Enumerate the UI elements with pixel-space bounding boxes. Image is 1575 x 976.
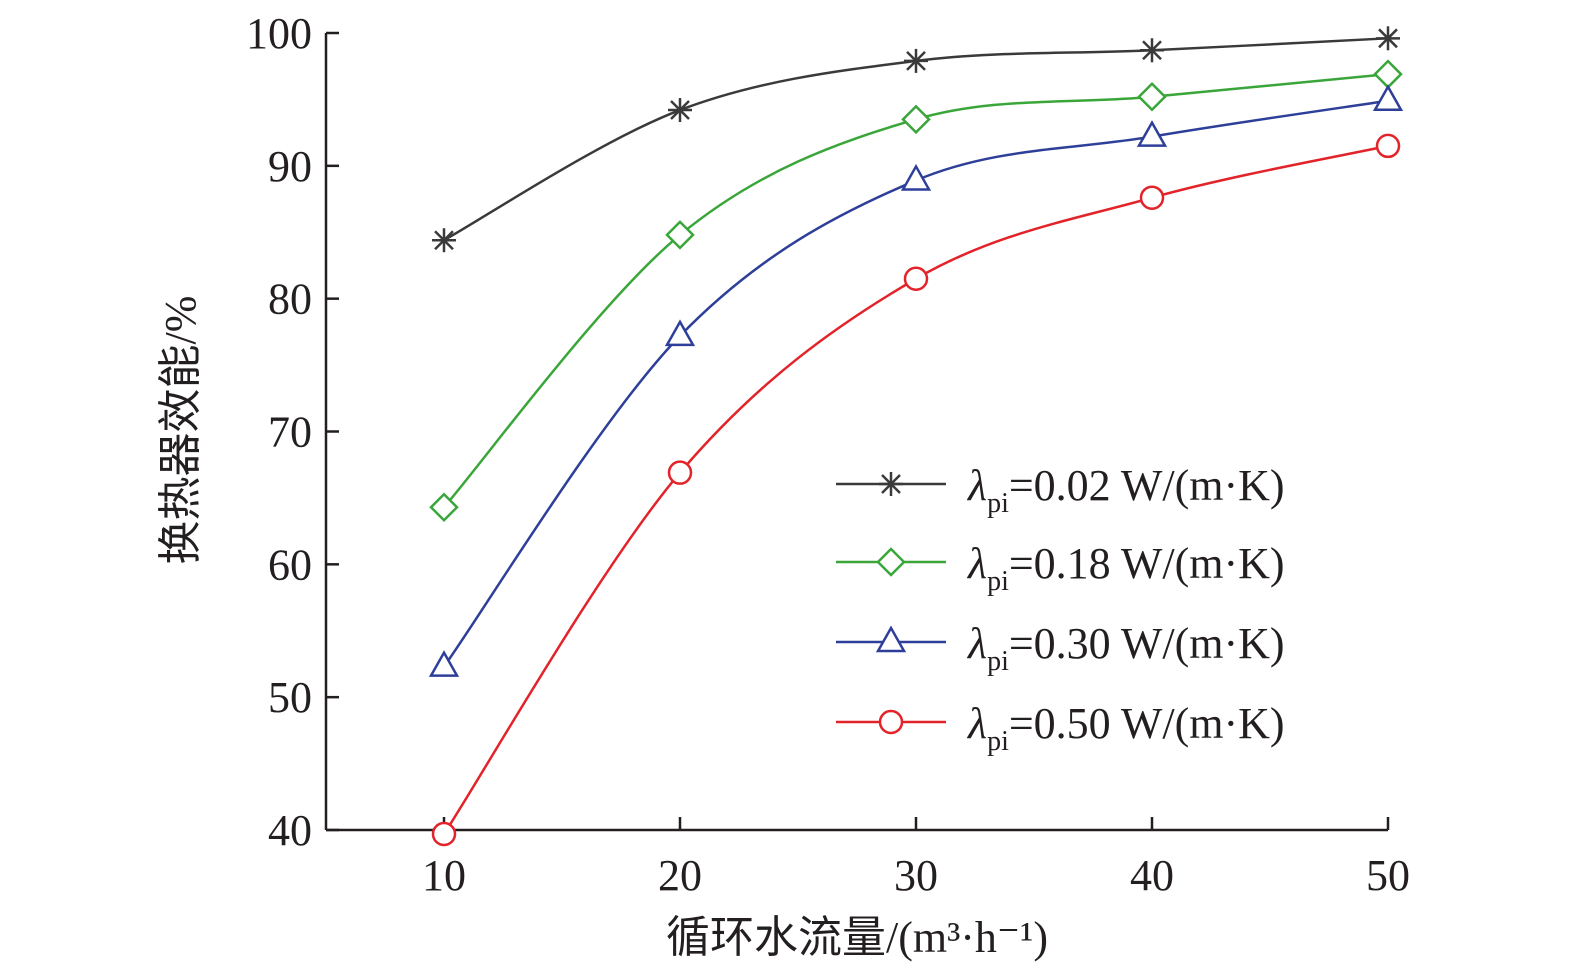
circle-marker <box>878 709 904 735</box>
series-line <box>443 72 1389 509</box>
y-tick-label: 40 <box>268 806 312 855</box>
series-3 <box>431 133 1401 847</box>
y-tick-label: 50 <box>268 673 312 722</box>
diamond-marker <box>901 104 931 135</box>
y-tick-label: 100 <box>246 9 312 58</box>
series-line <box>442 99 1389 668</box>
y-axis-title: 换热器效能/% <box>156 296 205 565</box>
diamond-marker <box>1137 81 1167 112</box>
legend-label: λpi=0.30 W/(m·K) <box>966 619 1285 677</box>
series-0 <box>432 26 1400 253</box>
series-line <box>442 144 1389 835</box>
asterisk-marker <box>668 98 692 123</box>
y-tick-label: 90 <box>268 142 312 191</box>
circle-marker <box>431 821 457 847</box>
x-tick-label: 40 <box>1130 851 1174 900</box>
x-tick-label: 20 <box>658 851 702 900</box>
y-tick-label: 70 <box>268 408 312 457</box>
series-layer <box>428 26 1404 847</box>
diamond-marker <box>1373 59 1403 89</box>
asterisk-marker <box>1140 38 1164 63</box>
axes: 40 50 60 70 80 90 100 10 20 30 40 50 <box>246 9 1410 900</box>
diamond-marker <box>665 220 695 250</box>
y-tick-label: 60 <box>268 540 312 589</box>
legend-label: λpi=0.18 W/(m·K) <box>966 539 1285 597</box>
circle-marker <box>903 266 929 291</box>
x-tick-label: 30 <box>894 851 938 900</box>
legend-entry: λpi=0.50 W/(m·K) <box>836 699 1285 757</box>
triangle-marker <box>900 163 932 191</box>
circle-marker <box>1139 185 1165 210</box>
asterisk-marker <box>904 48 928 73</box>
legend-label: λpi=0.50 W/(m·K) <box>966 699 1285 757</box>
triangle-marker <box>1372 84 1404 111</box>
y-tick-label: 80 <box>268 275 312 324</box>
diamond-marker <box>429 492 459 522</box>
diamond-marker <box>876 547 906 577</box>
x-axis-title: 循环水流量/(m³·h⁻¹) <box>666 913 1048 962</box>
legend: λpi=0.02 W/(m·K) λpi=0.18 W/(m·K) λpi=0.30… <box>836 461 1285 757</box>
legend-label: λpi=0.02 W/(m·K) <box>966 461 1285 519</box>
asterisk-marker <box>1376 26 1400 51</box>
series-2 <box>428 84 1404 677</box>
series-1 <box>429 59 1403 522</box>
triangle-marker <box>1136 120 1168 147</box>
triangle-marker <box>428 650 460 677</box>
legend-entry: λpi=0.30 W/(m·K) <box>836 619 1285 677</box>
triangle-marker <box>664 319 696 347</box>
asterisk-marker <box>432 228 456 253</box>
x-tick-label: 10 <box>422 851 466 900</box>
asterisk-marker <box>879 472 903 496</box>
circle-marker <box>1375 133 1401 159</box>
legend-entry: λpi=0.02 W/(m·K) <box>836 461 1285 519</box>
legend-entry: λpi=0.18 W/(m·K) <box>836 539 1285 597</box>
circle-marker <box>667 460 693 485</box>
triangle-marker <box>875 625 907 653</box>
x-tick-label: 50 <box>1366 851 1410 900</box>
